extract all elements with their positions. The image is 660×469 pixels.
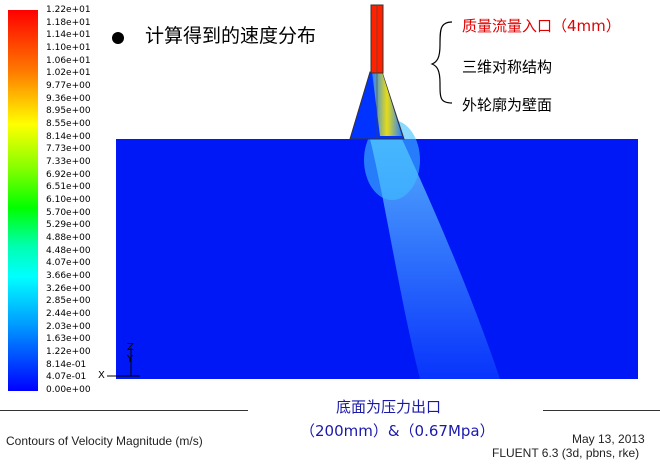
- colorbar-tick-label: 1.63e+00: [46, 334, 91, 345]
- colorbar-tick-label: 7.33e+00: [46, 157, 91, 167]
- colorbar-tick-label: 6.10e+00: [46, 195, 91, 205]
- plot-title: 计算得到的速度分布: [145, 25, 317, 47]
- colorbar-tick-label: 1.10e+01: [46, 43, 91, 53]
- inlet-annotation: 质量流量入口（4mm）: [462, 17, 621, 35]
- colorbar-tick-label: 4.07e+00: [46, 258, 91, 269]
- colorbar-tick-label: 8.95e+00: [46, 106, 91, 117]
- footer-rule-left: [0, 410, 248, 411]
- colorbar-tick-label: 3.26e+00: [46, 283, 91, 294]
- colorbar-tick-label: 0.00e+00: [46, 385, 91, 395]
- colorbar-tick-label: 1.14e+01: [46, 30, 91, 41]
- wall-annotation: 外轮廓为壁面: [462, 96, 553, 114]
- colorbar-tick-label: 4.48e+00: [46, 245, 91, 256]
- footer-solver: FLUENT 6.3 (3d, pbns, rke): [492, 446, 640, 460]
- colorbar-tick-label: 1.22e+00: [46, 347, 91, 357]
- velocity-colorbar: [8, 10, 38, 391]
- colorbar-tick-label: 1.18e+01: [46, 17, 91, 28]
- outlet-parameters: （200mm）&（0.67Mpa）: [300, 422, 495, 440]
- axis-z-label: Z: [127, 342, 134, 353]
- footer-title: Contours of Velocity Magnitude (m/s): [6, 434, 203, 448]
- annotation-brace: [430, 21, 453, 104]
- colorbar-tick-label: 4.88e+00: [46, 233, 91, 243]
- colorbar-tick-label: 6.92e+00: [46, 169, 91, 180]
- colorbar-tick-label: 9.36e+00: [46, 93, 91, 104]
- colorbar-tick-label: 6.51e+00: [46, 182, 91, 193]
- colorbar-tick-label: 1.06e+01: [46, 55, 91, 66]
- axis-x-label: X: [98, 370, 105, 381]
- jet-plume: [370, 139, 500, 379]
- colorbar-tick-label: 9.77e+00: [46, 81, 91, 91]
- symmetric-annotation: 三维对称结构: [462, 58, 553, 76]
- colorbar-tick-label: 8.14e+00: [46, 131, 91, 142]
- footer-date: May 13, 2013: [572, 432, 645, 446]
- colorbar-tick-label: 7.73e+00: [46, 144, 91, 155]
- footer-rule-right: [543, 410, 660, 411]
- colorbar-tick-label: 2.44e+00: [46, 309, 91, 319]
- colorbar-tick-label: 8.14e-01: [46, 359, 87, 370]
- outlet-annotation: 底面为压力出口: [336, 398, 442, 416]
- bullet-dot: [112, 32, 124, 44]
- colorbar-tick-label: 1.22e+01: [46, 5, 91, 15]
- colorbar-tick-label: 8.55e+00: [46, 119, 91, 129]
- axis-y-label: Y: [127, 354, 134, 365]
- cone-flow: [372, 72, 402, 136]
- colorbar-tick-label: 1.02e+01: [46, 68, 91, 79]
- colorbar-tick-label: 2.03e+00: [46, 321, 91, 332]
- colorbar-tick-label: 2.85e+00: [46, 296, 91, 307]
- colorbar-tick-label: 5.29e+00: [46, 220, 91, 231]
- jet-core: [364, 120, 420, 200]
- colorbar-tick-label: 3.66e+00: [46, 271, 91, 281]
- colorbar-tick-label: 5.70e+00: [46, 207, 91, 218]
- colorbar-tick-label: 4.07e-01: [46, 372, 87, 383]
